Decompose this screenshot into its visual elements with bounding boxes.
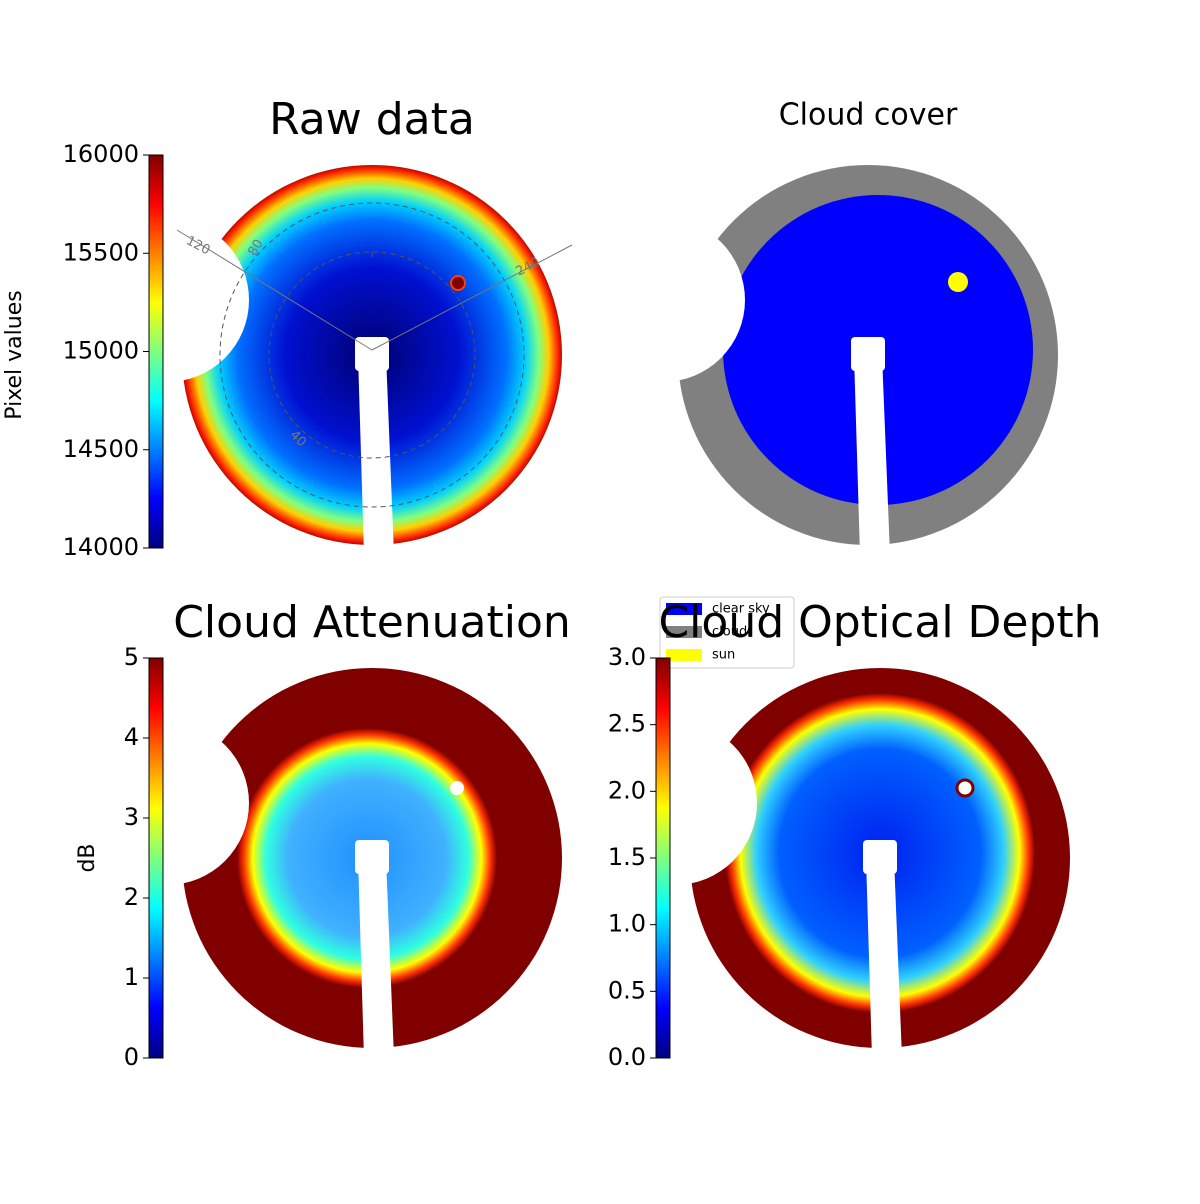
colorbar-tick-label: 2.5 [608, 710, 646, 738]
panel-title: Cloud Attenuation [173, 597, 571, 648]
colorbar-tick-label: 3.0 [608, 643, 646, 671]
colorbar-tick-label: 2 [124, 883, 139, 911]
panel-title: Cloud Optical Depth [658, 597, 1101, 648]
polar-label: 80 [246, 237, 267, 259]
colorbar-tick-label: 5 [124, 643, 139, 671]
optical-depth-image [688, 666, 1072, 1050]
colorbar-tick-label: 2.0 [608, 776, 646, 804]
colorbar-tick-label: 15500 [63, 238, 139, 266]
colorbar-tick-label: 4 [124, 723, 139, 751]
legend-swatch [666, 626, 702, 638]
legend-swatch [666, 603, 702, 615]
colorbar-tick-label: 15000 [63, 337, 139, 365]
colorbar [148, 154, 164, 549]
colorbar [148, 657, 164, 1059]
colorbar-tick-label: 0.5 [608, 976, 646, 1004]
colorbar-label: dB [75, 843, 100, 872]
colorbar-tick-label: 0 [124, 1043, 139, 1071]
colorbar-tick-label: 0.0 [608, 1043, 646, 1071]
colorbar-tick-label: 1.0 [608, 910, 646, 938]
colorbar-tick-label: 1.5 [608, 843, 646, 871]
panel-title: Cloud cover [779, 98, 958, 133]
colorbar-tick-label: 14500 [63, 435, 139, 463]
colorbar-tick-label: 1 [124, 963, 139, 991]
legend-swatch [666, 649, 702, 661]
panel-title: Raw data [269, 94, 475, 145]
legend-label: clear sky [712, 602, 770, 617]
colorbar-tick-label: 16000 [63, 140, 139, 168]
colorbar-tick-label: 14000 [63, 533, 139, 561]
cloud-cover-image [676, 163, 1060, 547]
polar-label: 120 [183, 233, 212, 258]
legend-label: sun [712, 648, 735, 663]
colorbar-tick-label: 3 [124, 803, 139, 831]
legend-label: cloud [712, 625, 747, 640]
raw-image: 120 80 240 40 [176, 163, 573, 547]
colorbar [655, 657, 671, 1059]
attenuation-image [180, 666, 564, 1050]
colorbar-label: Pixel values [2, 290, 27, 419]
